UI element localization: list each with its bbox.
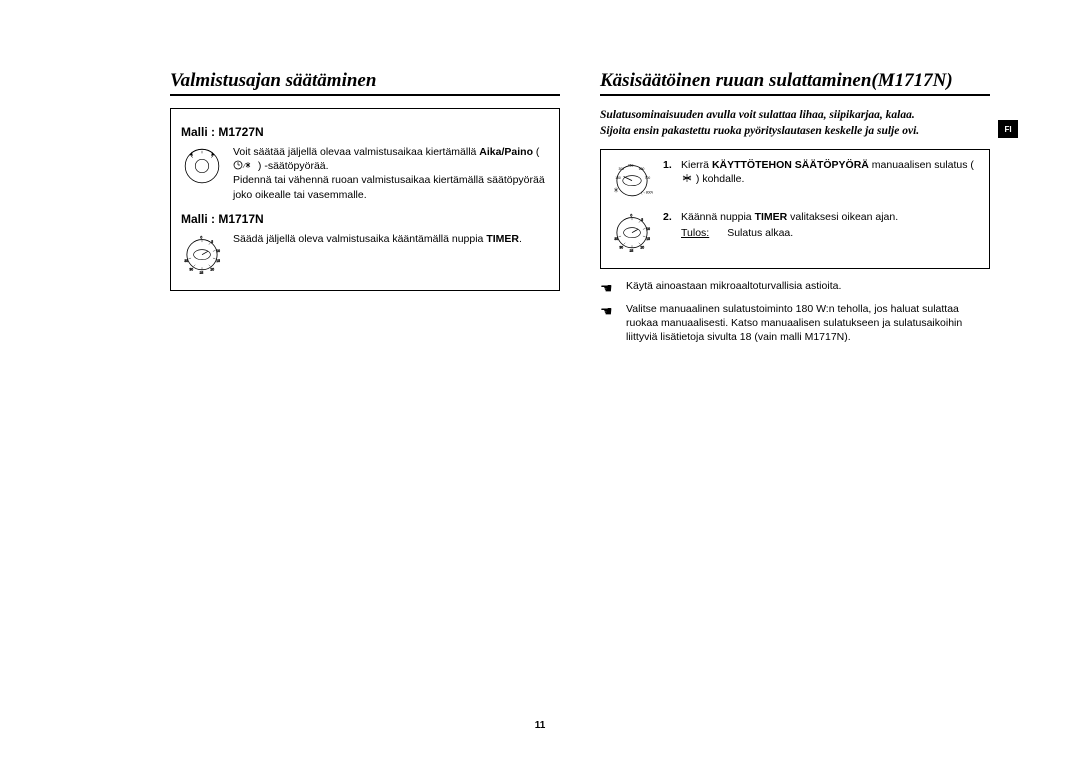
manual-page: FI Valmistusajan säätäminen Malli : M172… xyxy=(0,0,1080,763)
left-column: Valmistusajan säätäminen Malli : M1727N xyxy=(170,70,560,348)
text: ( xyxy=(533,146,539,158)
svg-text:20: 20 xyxy=(640,246,644,250)
intro-line1: Sulatusominaisuuden avulla voit sulattaa… xyxy=(600,109,915,121)
text: Käännä nuppia xyxy=(681,211,755,223)
defrost-snowflake-icon xyxy=(681,173,693,183)
intro-line2: Sijoita ensin pakastettu ruoka pyöritysl… xyxy=(600,125,919,137)
text: . xyxy=(519,233,522,245)
pointer-icon: ☚ xyxy=(600,302,618,345)
timer-dial-icon: 0 5 10 15 20 25 30 35 xyxy=(181,232,223,274)
two-column-layout: Valmistusajan säätäminen Malli : M1727N xyxy=(170,70,990,348)
result-text: Sulatus alkaa. xyxy=(727,226,793,240)
text: Kierrä xyxy=(681,159,712,171)
result-label: Tulos: xyxy=(681,226,709,240)
model-label-m1717n: Malli : M1717N xyxy=(181,212,549,226)
text: valitaksesi oikean ajan. xyxy=(787,211,898,223)
svg-text:5: 5 xyxy=(641,218,643,222)
note-2: ☚ Valitse manuaalinen sulatustoiminto 18… xyxy=(600,302,990,345)
svg-text:(→800W: (→800W xyxy=(641,190,653,194)
instruction-row-1: Voit säätää jäljellä olevaa valmistusaik… xyxy=(181,145,549,202)
svg-text:10: 10 xyxy=(216,249,220,253)
right-steps-box: 300 450 600 700 (→800W 180 1. Kierrä KÄY… xyxy=(600,149,990,269)
svg-text:15: 15 xyxy=(216,259,220,263)
left-section-title: Valmistusajan säätäminen xyxy=(170,70,560,96)
left-content-box: Malli : M1727N xyxy=(170,108,560,291)
page-number: 11 xyxy=(535,720,546,731)
text: Säädä jäljellä oleva valmistusaika käänt… xyxy=(233,233,486,245)
svg-text:0: 0 xyxy=(200,235,202,239)
svg-text:20: 20 xyxy=(210,267,214,271)
language-tab: FI xyxy=(998,120,1018,138)
text: Voit säätää jäljellä olevaa valmistusaik… xyxy=(233,146,479,158)
step-1-text: 1. Kierrä KÄYTTÖTEHON SÄÄTÖPYÖRÄ manuaal… xyxy=(663,158,979,186)
power-dial-icon: 300 450 600 700 (→800W 180 xyxy=(611,158,653,200)
svg-text:10: 10 xyxy=(646,227,650,231)
bold-text: Aika/Paino xyxy=(479,146,533,158)
svg-text:35: 35 xyxy=(614,237,618,241)
bold-text: KÄYTTÖTEHON SÄÄTÖPYÖRÄ xyxy=(712,159,869,171)
note-text: Käytä ainoastaan mikroaaltoturvallisia a… xyxy=(626,279,841,298)
svg-text:0: 0 xyxy=(630,214,632,218)
svg-text:15: 15 xyxy=(646,237,650,241)
right-section-title: Käsisäätöinen ruuan sulattaminen(M1717N) xyxy=(600,70,990,96)
step-number: 2. xyxy=(663,210,677,240)
svg-text:30: 30 xyxy=(619,246,623,250)
text: Pidennä tai vähennä ruoan valmistusaikaa… xyxy=(233,174,545,200)
text: ) kohdalle. xyxy=(693,173,744,185)
intro-text: Sulatusominaisuuden avulla voit sulattaa… xyxy=(600,108,990,139)
text: ) -säätöpyörää. xyxy=(255,160,329,172)
text: manuaalisen sulatus ( xyxy=(869,159,974,171)
svg-text:30: 30 xyxy=(189,267,193,271)
pointer-icon: ☚ xyxy=(600,279,618,298)
timer-dial-icon: 0 5 10 15 20 25 30 35 xyxy=(611,210,653,252)
svg-text:300: 300 xyxy=(619,167,625,171)
instruction-text-1: Voit säätää jäljellä olevaa valmistusaik… xyxy=(233,145,549,202)
instruction-row-2: 0 5 10 15 20 25 30 35 xyxy=(181,232,549,274)
svg-text:700: 700 xyxy=(645,176,651,180)
dial-icon-weight xyxy=(181,145,223,187)
model-label-m1727n: Malli : M1727N xyxy=(181,125,549,139)
step-2-text: 2. Käännä nuppia TIMER valitaksesi oikea… xyxy=(663,210,898,240)
step-1-row: 300 450 600 700 (→800W 180 1. Kierrä KÄY… xyxy=(611,158,979,200)
bold-text: TIMER xyxy=(486,233,519,245)
svg-text:25: 25 xyxy=(629,249,633,252)
svg-text:450: 450 xyxy=(628,163,634,167)
note-text: Valitse manuaalinen sulatustoiminto 180 … xyxy=(626,302,990,345)
step-2-row: 0 5 10 15 20 25 30 35 xyxy=(611,210,979,252)
right-column: Käsisäätöinen ruuan sulattaminen(M1717N)… xyxy=(600,70,990,348)
clock-defrost-icon: ⁄ xyxy=(233,160,255,170)
bold-text: TIMER xyxy=(755,211,788,223)
svg-text:35: 35 xyxy=(184,259,188,263)
svg-text:600: 600 xyxy=(639,167,645,171)
note-1: ☚ Käytä ainoastaan mikroaaltoturvallisia… xyxy=(600,279,990,298)
step-number: 1. xyxy=(663,158,677,186)
svg-text:5: 5 xyxy=(211,240,213,244)
svg-text:25: 25 xyxy=(199,271,203,274)
instruction-text-2: Säädä jäljellä oleva valmistusaika käänt… xyxy=(233,232,522,246)
svg-text:180: 180 xyxy=(615,176,621,180)
